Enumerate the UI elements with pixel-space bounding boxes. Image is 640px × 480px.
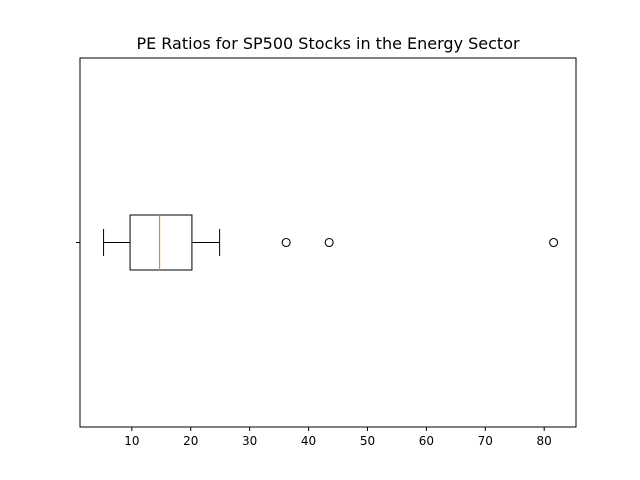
box-iqr [129, 214, 193, 271]
x-tick-label: 20 [183, 434, 198, 448]
chart-title: PE Ratios for SP500 Stocks in the Energy… [136, 34, 520, 53]
x-tick-label: 40 [301, 434, 316, 448]
x-tick-label: 50 [360, 434, 375, 448]
x-tick-label: 60 [419, 434, 434, 448]
plot-frame [79, 57, 577, 428]
outlier-point [324, 237, 334, 248]
x-tick-label: 30 [242, 434, 257, 448]
x-tick-label: 80 [537, 434, 552, 448]
x-tick-label: 10 [124, 434, 139, 448]
x-tick-label: 70 [478, 434, 493, 448]
outlier-point [549, 237, 559, 248]
x-axis: 10 20 30 40 50 60 70 80 [124, 427, 552, 448]
outlier-point [281, 237, 291, 248]
chart-marks [103, 214, 559, 271]
